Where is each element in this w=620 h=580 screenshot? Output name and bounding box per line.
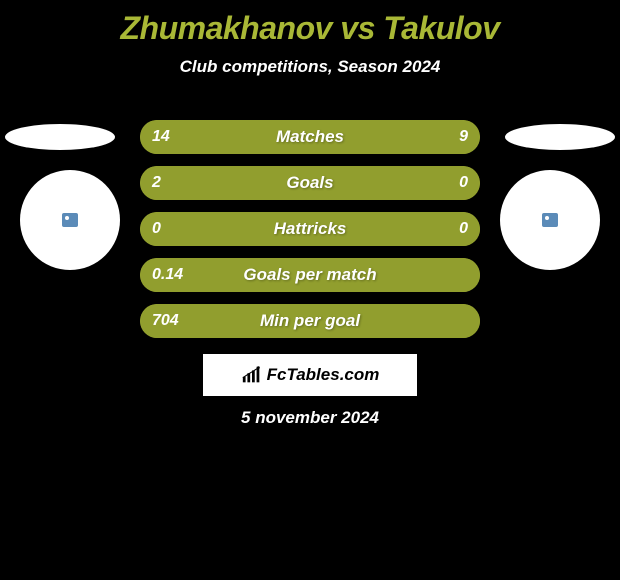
logo-text: FcTables.com [267,365,380,385]
stat-value-right: 0 [459,166,468,200]
player-right-avatar [500,170,600,270]
stat-bar-hattricks: 0 Hattricks 0 [140,212,480,246]
stat-bar-goals: 2 Goals 0 [140,166,480,200]
player-left-avatar [20,170,120,270]
stats-container: 14 Matches 9 2 Goals 0 0 Hattricks 0 0.1… [140,120,480,350]
stat-value-left: 704 [152,304,179,338]
avatar-placeholder-icon [62,213,78,227]
player-right-ellipse [505,124,615,150]
stat-value-right: 0 [459,212,468,246]
fctables-logo[interactable]: FcTables.com [203,354,417,396]
bar-chart-icon [241,365,263,385]
stat-value-left: 0.14 [152,258,183,292]
stat-value-right: 9 [459,120,468,154]
stat-bar-matches: 14 Matches 9 [140,120,480,154]
stat-value-left: 2 [152,166,161,200]
stat-bar-goals-per-match: 0.14 Goals per match [140,258,480,292]
stat-value-left: 0 [152,212,161,246]
footer-date: 5 november 2024 [0,408,620,428]
stat-label: Goals [140,166,480,200]
stat-label: Matches [140,120,480,154]
stat-value-left: 14 [152,120,170,154]
avatar-placeholder-icon [542,213,558,227]
stat-label: Hattricks [140,212,480,246]
stat-label: Goals per match [140,258,480,292]
stat-bar-min-per-goal: 704 Min per goal [140,304,480,338]
subtitle: Club competitions, Season 2024 [0,57,620,77]
stat-label: Min per goal [140,304,480,338]
page-title: Zhumakhanov vs Takulov [0,10,620,47]
player-left-ellipse [5,124,115,150]
